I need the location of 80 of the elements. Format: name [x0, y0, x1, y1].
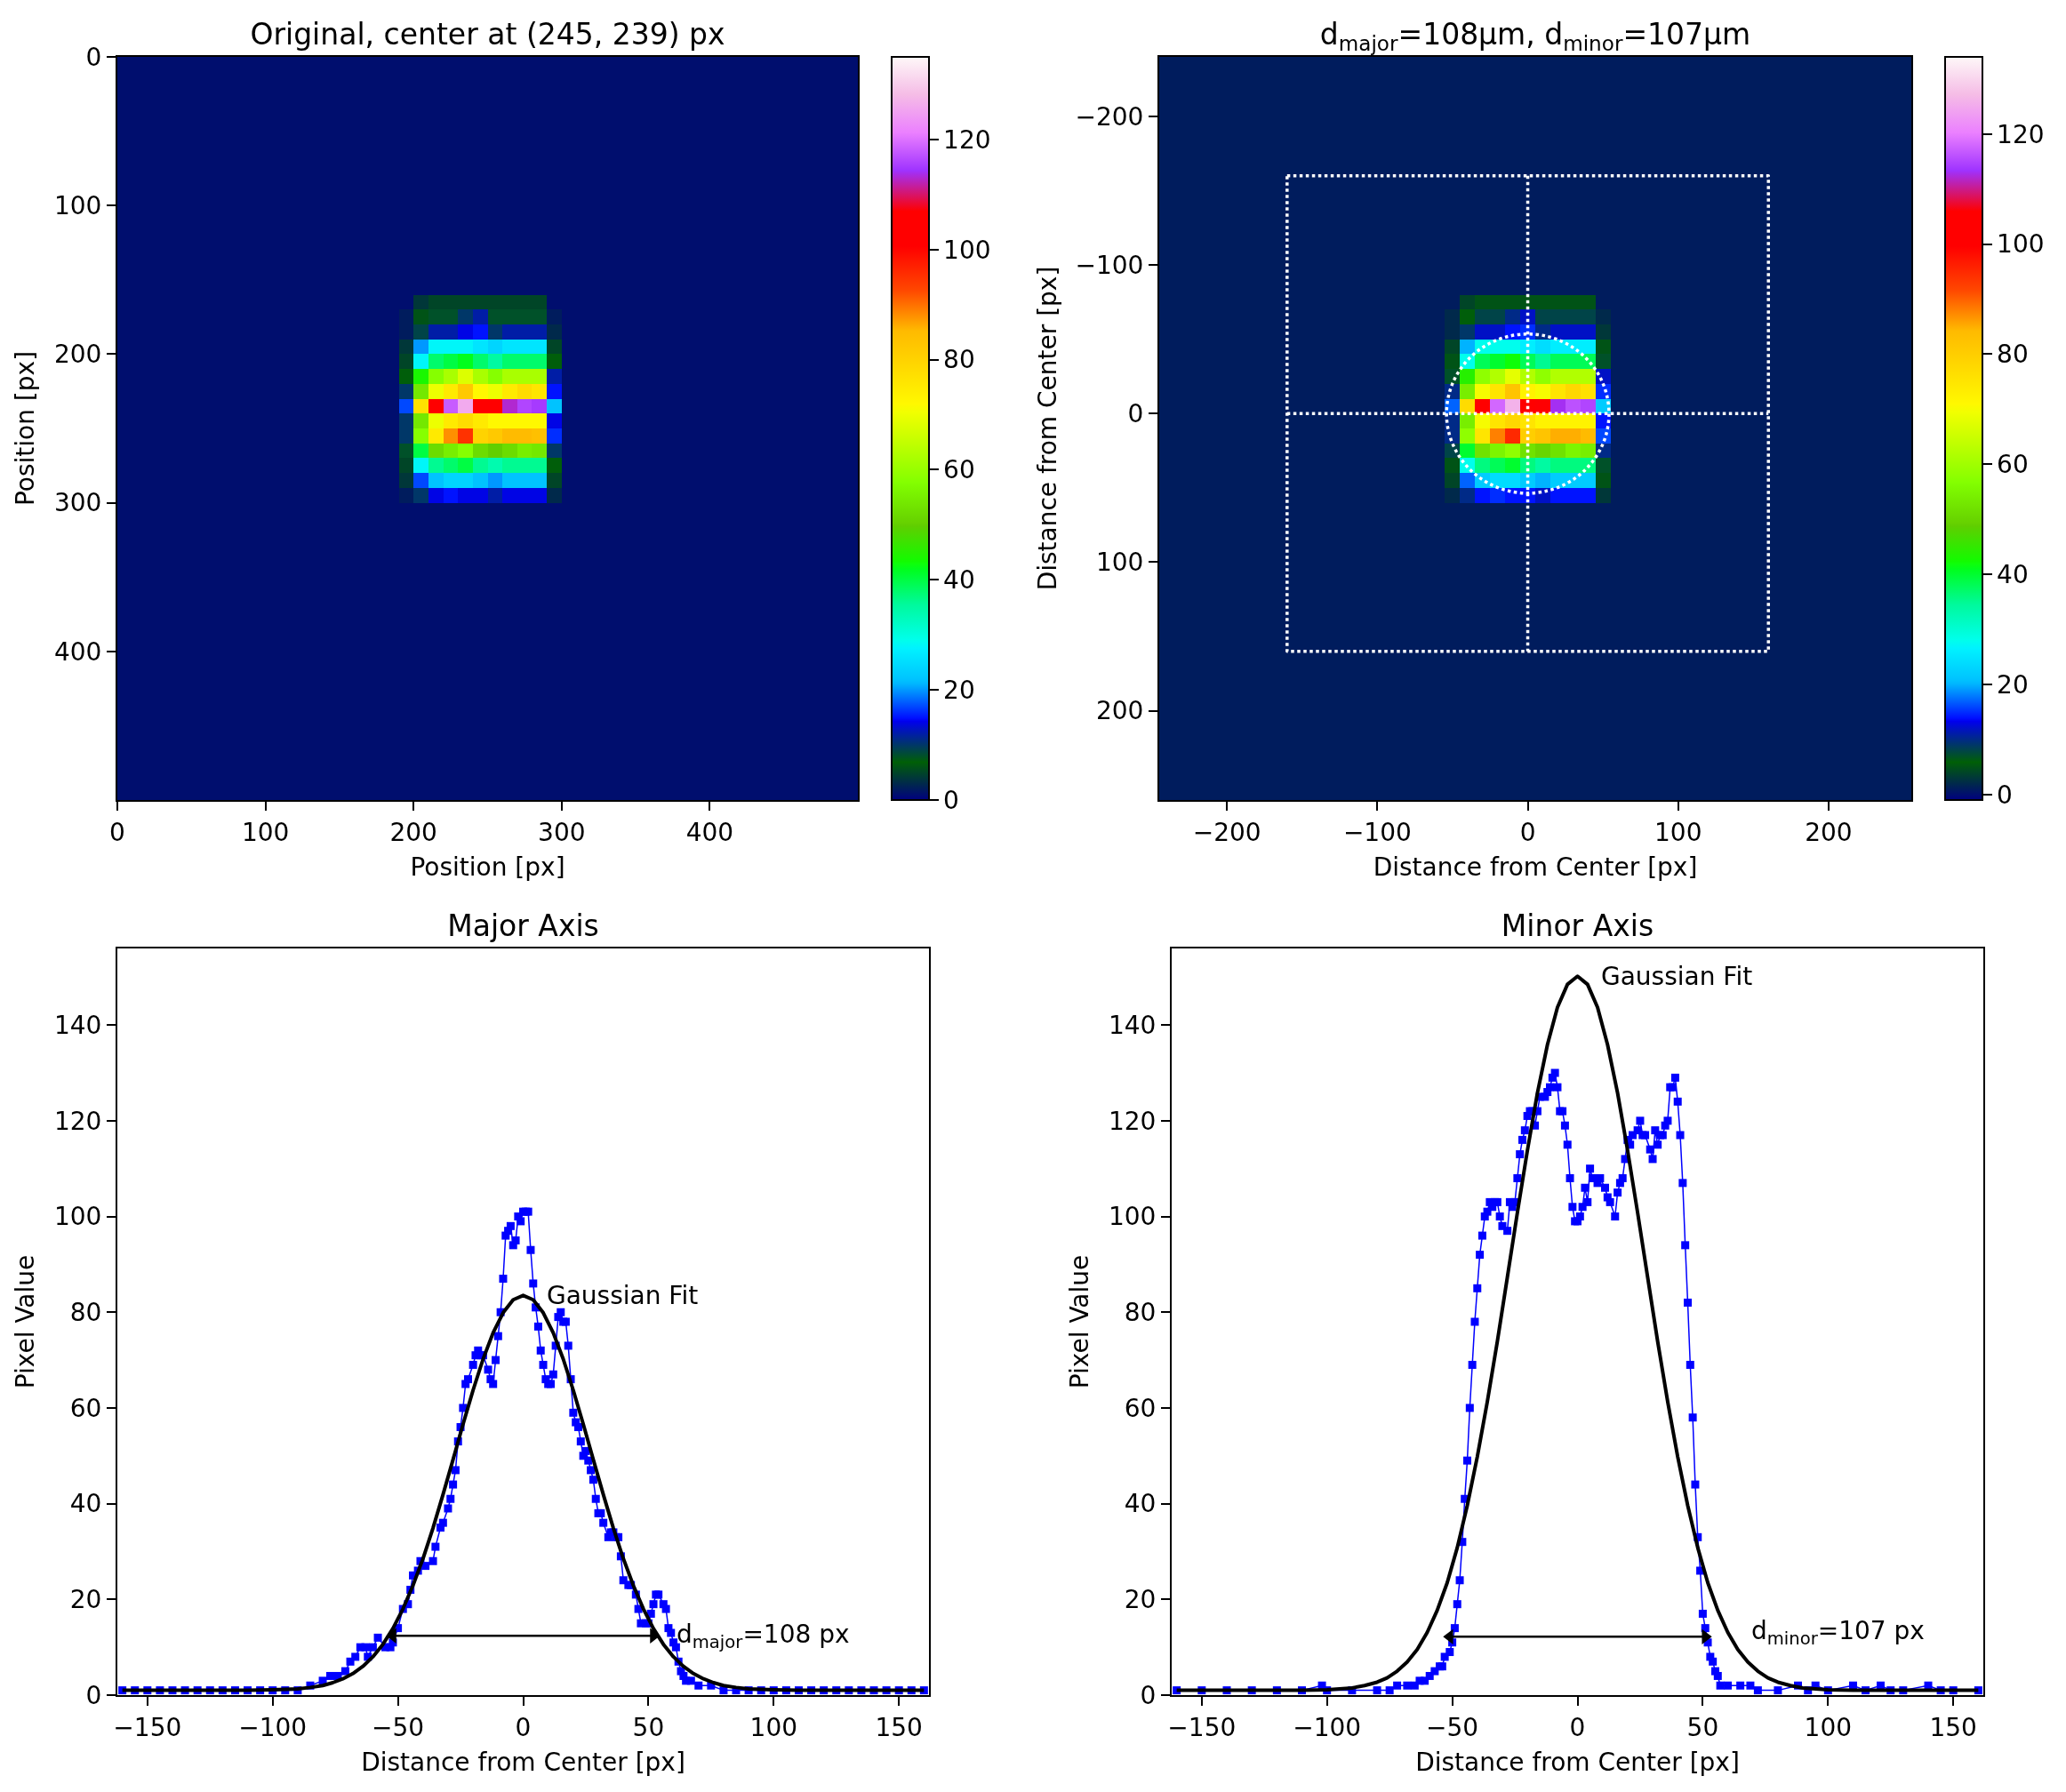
annotation: d$_{minor}$=107 px — [1751, 1616, 1925, 1649]
y-tick-label: 40 — [1124, 1489, 1157, 1519]
x-tick-label: 100 — [1804, 1712, 1853, 1742]
x-tick-label: −200 — [1192, 817, 1261, 847]
color-bar-label: 20 — [1997, 669, 2029, 700]
y-tick-label: 100 — [1095, 548, 1144, 578]
x-tick-label: −150 — [1167, 1712, 1237, 1742]
color-bar-label: 0 — [943, 785, 959, 815]
y-tick-label: −100 — [1075, 250, 1144, 280]
y-tick-label: 80 — [69, 1298, 102, 1328]
x-tick-label: −100 — [238, 1712, 308, 1742]
y-tick-label: 400 — [53, 636, 102, 667]
color-bar-label: 100 — [1997, 229, 2045, 260]
annotation: Gaussian Fit — [1601, 962, 1753, 991]
x-tick-label: −150 — [113, 1712, 182, 1742]
color-bar-label: 60 — [1997, 450, 2029, 480]
y-axis-title: Distance from Center [px] — [1033, 266, 1062, 591]
x-tick-label: 300 — [538, 817, 586, 847]
y-tick-label: 200 — [53, 340, 102, 370]
x-axis-title: Distance from Center [px] — [1415, 1748, 1740, 1778]
y-tick-label: 60 — [69, 1393, 102, 1423]
y-axis-title: Pixel Value — [11, 1254, 41, 1389]
y-tick-label: 100 — [53, 191, 102, 220]
x-tick-label: 150 — [875, 1712, 923, 1742]
color-bar-label: 80 — [943, 345, 975, 375]
annotation: d$_{major}$=108 px — [677, 1620, 850, 1652]
y-tick-label: 200 — [1095, 696, 1144, 726]
chart-title: Original, center at (245, 239) px — [250, 17, 725, 52]
x-axis-title: Position [px] — [410, 852, 565, 883]
y-tick-label: 100 — [1108, 1202, 1157, 1232]
x-tick-label: 0 — [1519, 817, 1536, 847]
y-tick-label: 120 — [53, 1106, 102, 1136]
y-tick-label: 20 — [69, 1585, 102, 1615]
y-tick-label: 80 — [1124, 1298, 1157, 1328]
x-tick-label: 50 — [1686, 1712, 1719, 1742]
y-tick-label: 140 — [53, 1010, 102, 1040]
y-tick-label: 40 — [69, 1489, 102, 1519]
y-tick-label: −200 — [1075, 101, 1144, 132]
color-bar-label: 40 — [943, 565, 975, 596]
x-tick-label: 0 — [515, 1712, 532, 1742]
x-tick-label: 0 — [1569, 1712, 1586, 1742]
chart-title: Major Axis — [447, 908, 599, 943]
color-bar-label: 120 — [943, 124, 991, 155]
x-tick-label: −50 — [1426, 1712, 1479, 1742]
x-tick-label: 100 — [241, 817, 290, 847]
color-bar-label: 40 — [1997, 559, 2029, 589]
x-tick-label: −100 — [1342, 817, 1412, 847]
x-axis-title: Distance from Center [px] — [361, 1748, 685, 1778]
y-tick-label: 20 — [1124, 1585, 1157, 1615]
x-tick-label: −50 — [372, 1712, 425, 1742]
color-bar-label: 60 — [943, 455, 975, 485]
chart-title: d$_{major}$=108μm, d$_{minor}$=107μm — [1319, 17, 1751, 55]
x-tick-label: 150 — [1929, 1712, 1977, 1742]
x-tick-label: 0 — [109, 817, 125, 847]
y-tick-label: 300 — [53, 488, 102, 518]
y-tick-label: 120 — [1108, 1106, 1157, 1136]
annotation: Gaussian Fit — [547, 1281, 699, 1310]
color-bar-label: 0 — [1997, 780, 2013, 810]
y-tick-label: 140 — [1108, 1010, 1157, 1040]
y-tick-label: 0 — [1127, 399, 1144, 429]
x-tick-label: 200 — [1805, 817, 1853, 847]
x-tick-label: 50 — [632, 1712, 665, 1742]
x-tick-label: 200 — [389, 817, 437, 847]
y-axis-title: Pixel Value — [1065, 1254, 1095, 1389]
x-axis-title: Distance from Center [px] — [1373, 852, 1698, 883]
y-tick-label: 0 — [1140, 1680, 1157, 1710]
y-tick-label: 60 — [1124, 1393, 1157, 1423]
y-tick-label: 100 — [53, 1202, 102, 1232]
color-bar-label: 80 — [1997, 340, 2029, 370]
x-tick-label: 400 — [685, 817, 734, 847]
y-tick-label: 0 — [85, 42, 102, 72]
y-axis-title: Position [px] — [11, 350, 41, 507]
color-bar-label: 20 — [943, 675, 975, 705]
y-tick-label: 0 — [85, 1680, 102, 1710]
color-bar-label: 100 — [943, 235, 991, 265]
chart-title: Minor Axis — [1501, 908, 1654, 943]
x-tick-label: 100 — [1654, 817, 1702, 847]
x-tick-label: 100 — [749, 1712, 798, 1742]
x-tick-label: −100 — [1293, 1712, 1362, 1742]
color-bar-label: 120 — [1997, 119, 2045, 149]
